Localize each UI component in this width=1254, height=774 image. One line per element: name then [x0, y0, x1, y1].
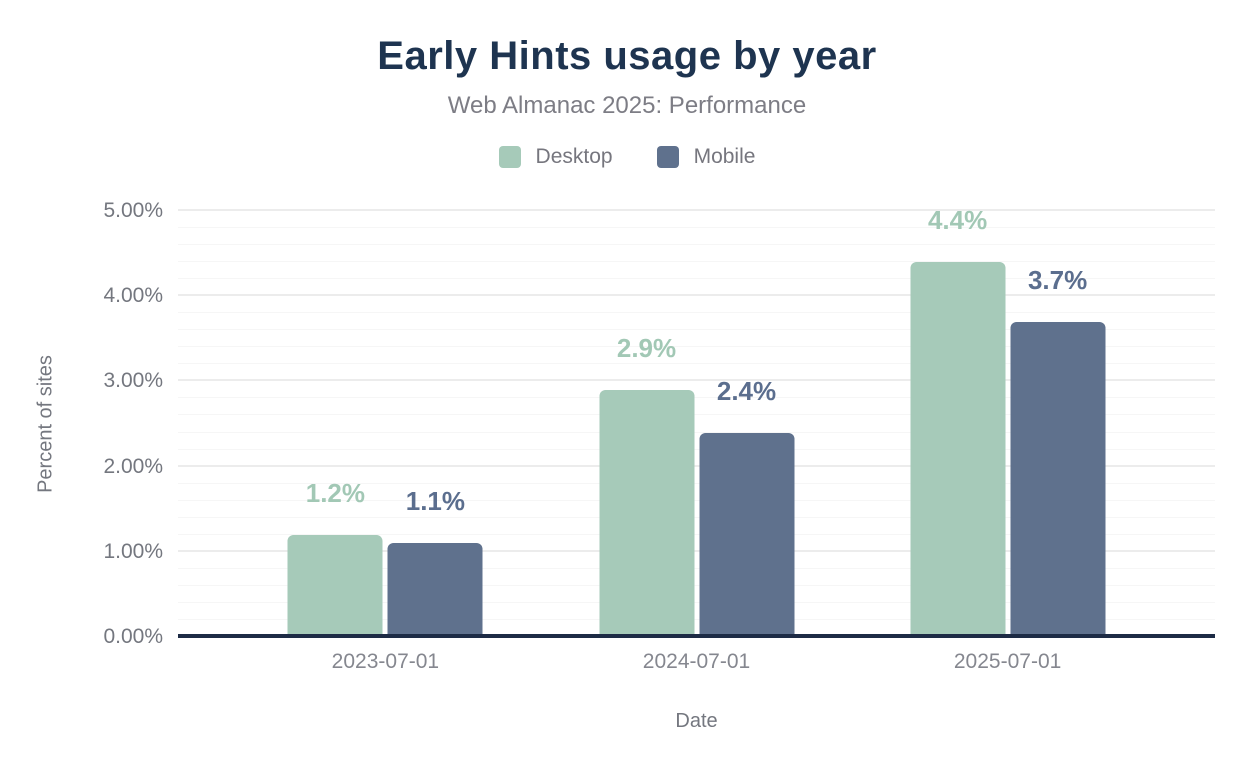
gridline-minor — [178, 261, 1215, 263]
x-axis-title: Date — [675, 710, 718, 732]
bar-value-label: 3.7% — [1027, 265, 1088, 295]
gridline-minor — [178, 329, 1215, 331]
gridline-minor — [178, 516, 1215, 518]
bar-desktop-2025-07-01[interactable] — [910, 262, 1006, 637]
gridline-minor — [178, 448, 1215, 450]
gridline-major — [178, 209, 1215, 211]
legend-swatch-icon — [656, 146, 679, 168]
bar-group-2023-07-01: 1.2% 1.1% 2023-07-01 — [287, 478, 483, 673]
gridline-minor — [178, 244, 1215, 246]
bar-col-desktop-2024-07-01: 2.9% — [599, 333, 694, 637]
chart-subtitle: Web Almanac 2025: Performance — [447, 92, 807, 119]
y-axis-title: Percent of sites — [34, 355, 57, 493]
chart-title: Early Hints usage by year — [377, 34, 877, 78]
y-tick-label: 5.00% — [103, 199, 163, 222]
plot-area: 0.00% 1.00% 2.00% 3.00% 4.00% 5.00% 1.2% 1.1% 2… — [103, 199, 1215, 673]
y-tick-label: 4.00% — [103, 284, 163, 308]
legend: Desktop Mobile — [0, 145, 1254, 169]
gridline-minor — [178, 363, 1215, 365]
bar-desktop-2023-07-01[interactable] — [287, 535, 383, 637]
bar-col-desktop-2025-07-01: 4.4% — [910, 205, 1006, 637]
gridline-minor — [178, 618, 1215, 620]
gridline-minor — [178, 414, 1215, 416]
bar-group-2024-07-01: 2.9% 2.4% 2024-07-01 — [599, 333, 794, 673]
gridline-minor — [178, 533, 1215, 535]
bar-col-desktop-2023-07-01: 1.2% — [287, 478, 383, 637]
bar-value-label: 1.1% — [405, 486, 466, 516]
gridline-major — [178, 379, 1215, 382]
y-tick-label: 1.00% — [103, 539, 163, 563]
bar-mobile-2023-07-01[interactable] — [387, 543, 483, 637]
gridline-minor — [178, 567, 1215, 569]
gridline-minor — [178, 312, 1215, 314]
y-tick-label: 2.00% — [103, 454, 163, 478]
bar-desktop-2024-07-01[interactable] — [599, 390, 694, 637]
bar-value-label: 4.4% — [927, 205, 988, 235]
bar-col-mobile-2025-07-01: 3.7% — [1010, 265, 1106, 637]
x-axis-line — [178, 634, 1215, 638]
gridline-minor — [178, 499, 1215, 501]
bar-group-2025-07-01: 4.4% 3.7% 2025-07-01 — [910, 205, 1106, 673]
y-tick-label: 0.00% — [103, 625, 163, 648]
x-tick-label: 2024-07-01 — [642, 650, 751, 673]
y-tick-label: 3.00% — [103, 369, 163, 393]
legend-item-mobile[interactable]: Mobile — [656, 145, 756, 169]
gridline-minor — [178, 227, 1215, 229]
gridline-major — [178, 464, 1215, 467]
bar-col-mobile-2023-07-01: 1.1% — [387, 486, 483, 637]
x-tick-label: 2023-07-01 — [331, 650, 440, 673]
legend-label: Desktop — [535, 145, 613, 168]
bar-col-mobile-2024-07-01: 2.4% — [699, 376, 794, 637]
gridline-minor — [178, 482, 1215, 484]
bar-value-label: 1.2% — [305, 478, 366, 508]
legend-label: Mobile — [693, 145, 756, 168]
bar-mobile-2024-07-01[interactable] — [699, 433, 794, 637]
gridline-minor — [178, 431, 1215, 433]
legend-swatch-icon — [498, 146, 521, 168]
gridline-major — [178, 294, 1215, 297]
legend-item-desktop[interactable]: Desktop — [498, 145, 613, 169]
gridline-minor — [178, 601, 1215, 603]
bar-value-label: 2.4% — [716, 376, 777, 406]
gridline-minor — [178, 584, 1215, 586]
bar-mobile-2025-07-01[interactable] — [1010, 322, 1106, 637]
gridline-minor — [178, 346, 1215, 348]
x-tick-label: 2025-07-01 — [953, 650, 1062, 673]
gridline-major — [178, 549, 1215, 552]
bar-value-label: 2.9% — [616, 333, 677, 363]
gridline-minor — [178, 278, 1215, 280]
gridline-minor — [178, 397, 1215, 399]
